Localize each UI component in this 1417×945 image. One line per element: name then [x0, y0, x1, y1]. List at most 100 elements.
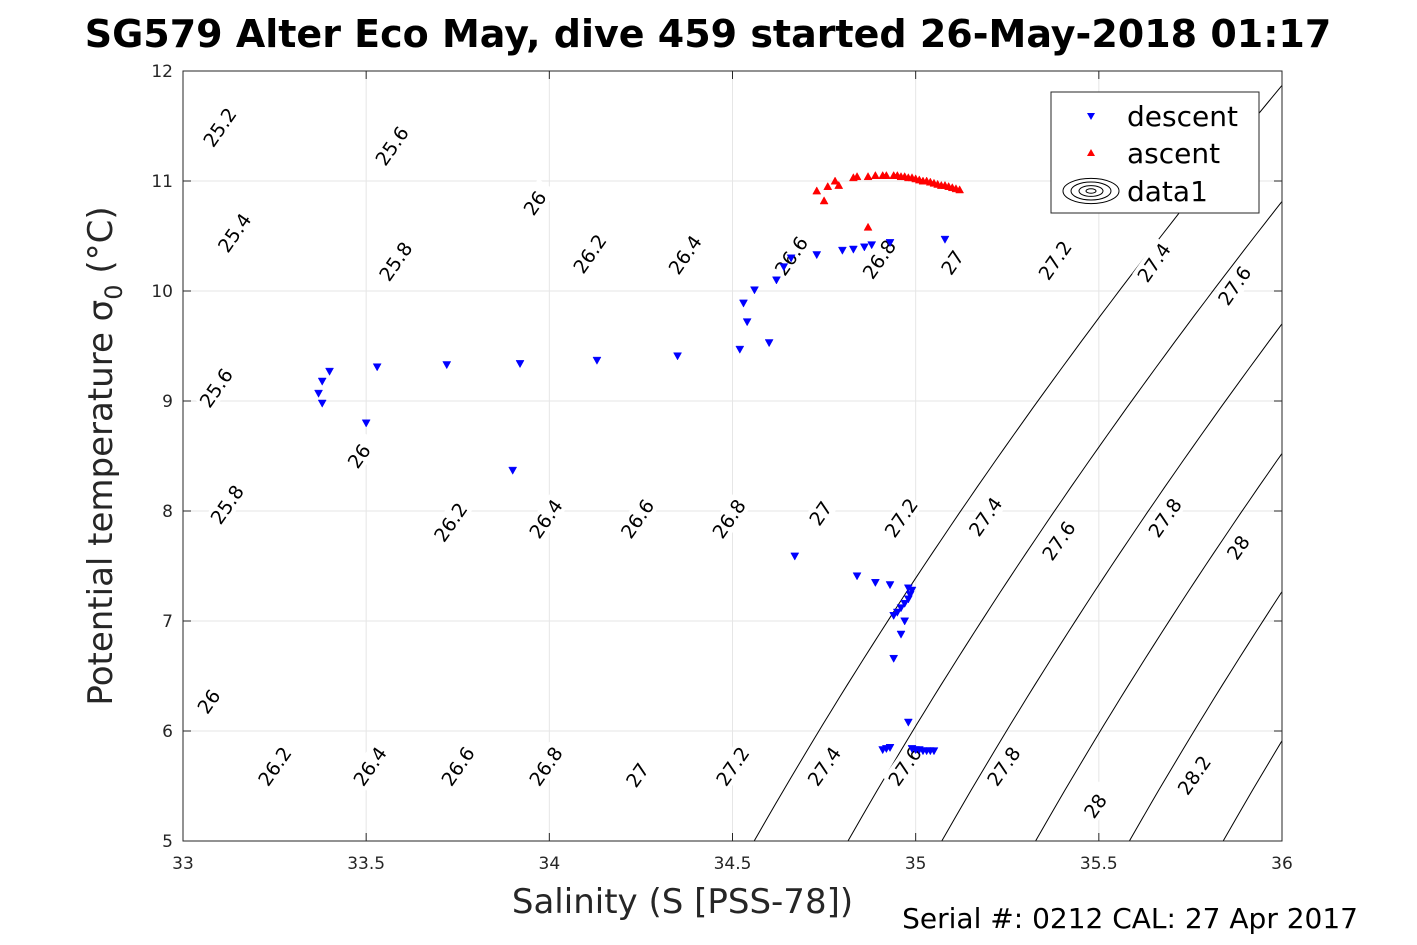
- descent-point: [892, 608, 902, 617]
- descent-point: [750, 286, 759, 295]
- contour-label-bg: [981, 741, 1026, 791]
- ascent-point: [955, 185, 965, 194]
- contour-label-bg: [205, 480, 249, 529]
- legend-contour-marker: [1078, 185, 1104, 197]
- x-tick-label: 33.5: [347, 854, 385, 874]
- descent-point: [779, 263, 789, 272]
- descent-point: [515, 360, 525, 369]
- ascent-point: [819, 196, 829, 205]
- legend: descent ascent data1: [1050, 91, 1260, 214]
- ascent-point: [881, 170, 891, 179]
- legend-label: ascent: [1127, 137, 1220, 170]
- descent-point: [361, 419, 371, 428]
- contour-label-bg: [513, 178, 557, 228]
- contour-label-bg: [798, 488, 843, 538]
- descent-point: [896, 604, 906, 613]
- descent-point: [929, 747, 939, 756]
- legend-label: descent: [1127, 100, 1238, 133]
- contour-label-bg: [428, 497, 473, 547]
- contour-label-bg: [707, 494, 751, 544]
- descent-point: [325, 367, 334, 376]
- ascent-point: [834, 180, 844, 189]
- legend-label: data1: [1127, 175, 1208, 208]
- ascent-point: [830, 176, 840, 185]
- x-tick-label: 34: [539, 854, 561, 874]
- contour-label-bg: [1143, 493, 1187, 542]
- contour-label-bg: [1073, 781, 1117, 831]
- descent-point: [673, 352, 682, 361]
- contour-label-bg: [524, 494, 568, 544]
- serial-cal-note: Serial #: 0212 CAL: 27 Apr 2017: [902, 902, 1358, 935]
- descent-point: [903, 718, 913, 727]
- descent-point: [900, 617, 910, 626]
- contour-label-bg: [963, 492, 1007, 541]
- y-tick-label: 7: [162, 612, 173, 632]
- descent-point: [772, 276, 781, 285]
- x-tick-label: 35.5: [1080, 854, 1118, 874]
- contour-label-bg: [857, 234, 901, 284]
- contour-label-bg: [524, 741, 568, 791]
- contour-label-bg: [802, 741, 846, 791]
- descent-point: [764, 339, 774, 348]
- ascent-point: [812, 186, 822, 195]
- descent-point: [592, 356, 602, 365]
- contour-label-bg: [1216, 522, 1260, 572]
- descent-point: [903, 584, 913, 593]
- contour-label-bg: [1212, 261, 1257, 310]
- contour-line: [941, 322, 1282, 841]
- contour-label-bg: [194, 363, 238, 413]
- contour-label-bg: [710, 741, 755, 791]
- x-tick-label: 34.5: [714, 854, 752, 874]
- ascent-point: [863, 222, 873, 231]
- y-tick-label: 6: [162, 722, 173, 742]
- contour-label-bg: [930, 238, 974, 287]
- y-axis-label: Potential temperature σ0 (°C): [81, 206, 128, 705]
- descent-point: [735, 345, 745, 354]
- contour-label-bg: [568, 229, 612, 278]
- contour-line: [1034, 452, 1282, 841]
- contour-label-bg: [373, 236, 418, 286]
- descent-point: [848, 245, 858, 254]
- descent-point: [812, 251, 822, 260]
- contour-label-bg: [1033, 235, 1077, 285]
- descent-series: [314, 235, 950, 756]
- descent-point: [508, 466, 518, 475]
- descent-point: [885, 581, 895, 590]
- legend-descent-marker: [1087, 113, 1095, 120]
- contour-line: [1128, 590, 1282, 841]
- descent-point: [442, 361, 452, 370]
- descent-point: [896, 630, 906, 639]
- descent-point: [859, 243, 869, 252]
- y-tick-label: 9: [162, 392, 173, 412]
- contour-label-bg: [436, 741, 480, 791]
- contour-label-bg: [883, 741, 927, 791]
- y-tick-label: 12: [151, 62, 173, 82]
- descent-point: [314, 389, 323, 398]
- contour-label-bg: [252, 741, 297, 791]
- ascent-point: [870, 170, 880, 179]
- ascent-point: [852, 172, 862, 181]
- descent-point: [790, 552, 800, 561]
- contour-label-bg: [615, 494, 659, 544]
- contour-label-bg: [1036, 516, 1081, 566]
- descent-point: [900, 599, 910, 608]
- axis-ticks: 33 33.5 34 34.5 35 35.5 36 5 6 7 8 9 10 11 12: [151, 62, 1292, 874]
- x-tick-label: 36: [1271, 854, 1293, 874]
- descent-point: [889, 612, 899, 621]
- contour-line: [1222, 739, 1282, 841]
- ascent-point: [823, 181, 833, 190]
- x-axis-label: Salinity (S [PSS-78]): [512, 882, 853, 922]
- descent-point: [317, 399, 327, 408]
- legend-ascent-marker: [1087, 149, 1095, 156]
- descent-point: [372, 363, 382, 372]
- contour-label-bg: [370, 121, 414, 171]
- contour-label-bg: [615, 750, 659, 800]
- contour-label-bg: [212, 208, 256, 258]
- contour-label-bg: [348, 741, 392, 791]
- descent-point: [870, 579, 880, 588]
- legend-box: [1050, 91, 1260, 214]
- descent-point: [852, 572, 862, 581]
- legend-contour-marker: [1070, 181, 1112, 201]
- descent-point: [867, 241, 877, 250]
